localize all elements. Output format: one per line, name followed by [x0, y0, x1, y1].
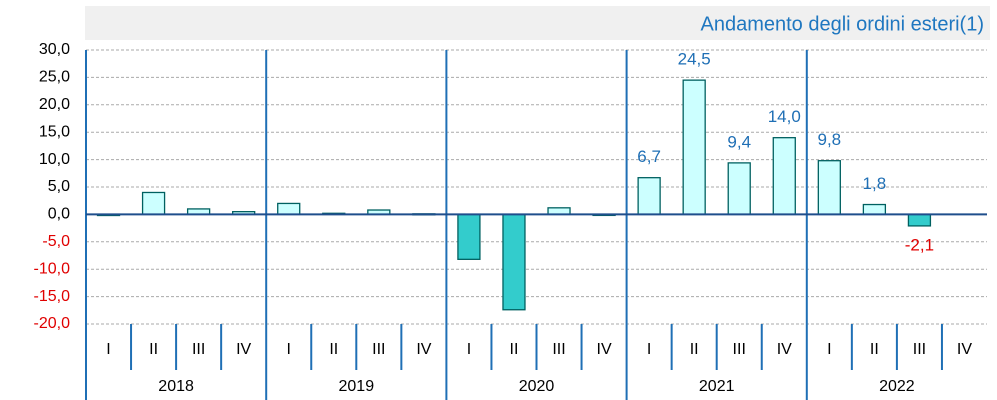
x-tick-label: IV [597, 341, 612, 358]
data-label: 9,4 [727, 132, 751, 151]
y-tick-label: -20,0 [34, 315, 71, 332]
x-tick-label: IV [957, 341, 972, 358]
y-tick-label: -10,0 [34, 260, 71, 277]
y-tick-label: 5,0 [48, 178, 70, 195]
bar [502, 213, 526, 311]
bar [457, 213, 481, 260]
y-tick-label: 15,0 [39, 123, 70, 140]
bar [277, 202, 301, 216]
x-tick-label: I [827, 341, 831, 358]
x-tick-label: III [372, 341, 385, 358]
y-tick-label: -15,0 [34, 288, 71, 305]
group-label: 2020 [519, 378, 555, 395]
data-label: -2,1 [905, 235, 934, 254]
y-tick-label: -5,0 [42, 233, 70, 250]
x-tick-label: II [510, 341, 519, 358]
data-label: 14,0 [768, 107, 801, 126]
data-label: 6,7 [637, 147, 661, 166]
group-label: 2019 [339, 378, 375, 395]
x-tick-label: II [329, 341, 338, 358]
data-label: 24,5 [678, 50, 711, 69]
bar [141, 191, 166, 216]
x-tick-label: IV [416, 341, 431, 358]
x-tick-label: I [467, 341, 471, 358]
x-tick-label: III [552, 341, 565, 358]
x-tick-label: I [106, 341, 110, 358]
y-tick-label: 10,0 [39, 151, 70, 168]
bar [817, 160, 841, 216]
y-tick-label: 20,0 [39, 96, 70, 113]
bar [682, 79, 706, 216]
group-label: 2018 [158, 378, 194, 395]
y-tick-label: 30,0 [39, 41, 70, 58]
group-label: 2021 [699, 378, 735, 395]
title-band [85, 6, 990, 40]
data-label: 1,8 [863, 174, 887, 193]
x-tick-label: I [647, 341, 651, 358]
x-tick-label: III [733, 341, 746, 358]
y-tick-label: 0,0 [48, 206, 70, 223]
x-tick-label: II [149, 341, 158, 358]
x-tick-label: IV [777, 341, 792, 358]
chart-title: Andamento degli ordini esteri(1) [701, 13, 985, 35]
bar [862, 203, 887, 216]
x-tick-label: II [870, 341, 879, 358]
x-tick-label: III [192, 341, 205, 358]
group-label: 2022 [879, 378, 915, 395]
x-tick-label: III [913, 341, 926, 358]
x-tick-label: I [286, 341, 290, 358]
data-label: 9,8 [818, 130, 842, 149]
bar [772, 137, 796, 216]
bar [637, 177, 661, 216]
bar [727, 162, 751, 216]
x-tick-label: IV [236, 341, 251, 358]
x-tick-label: II [690, 341, 699, 358]
y-tick-label: 25,0 [39, 69, 70, 86]
bar [907, 213, 932, 227]
